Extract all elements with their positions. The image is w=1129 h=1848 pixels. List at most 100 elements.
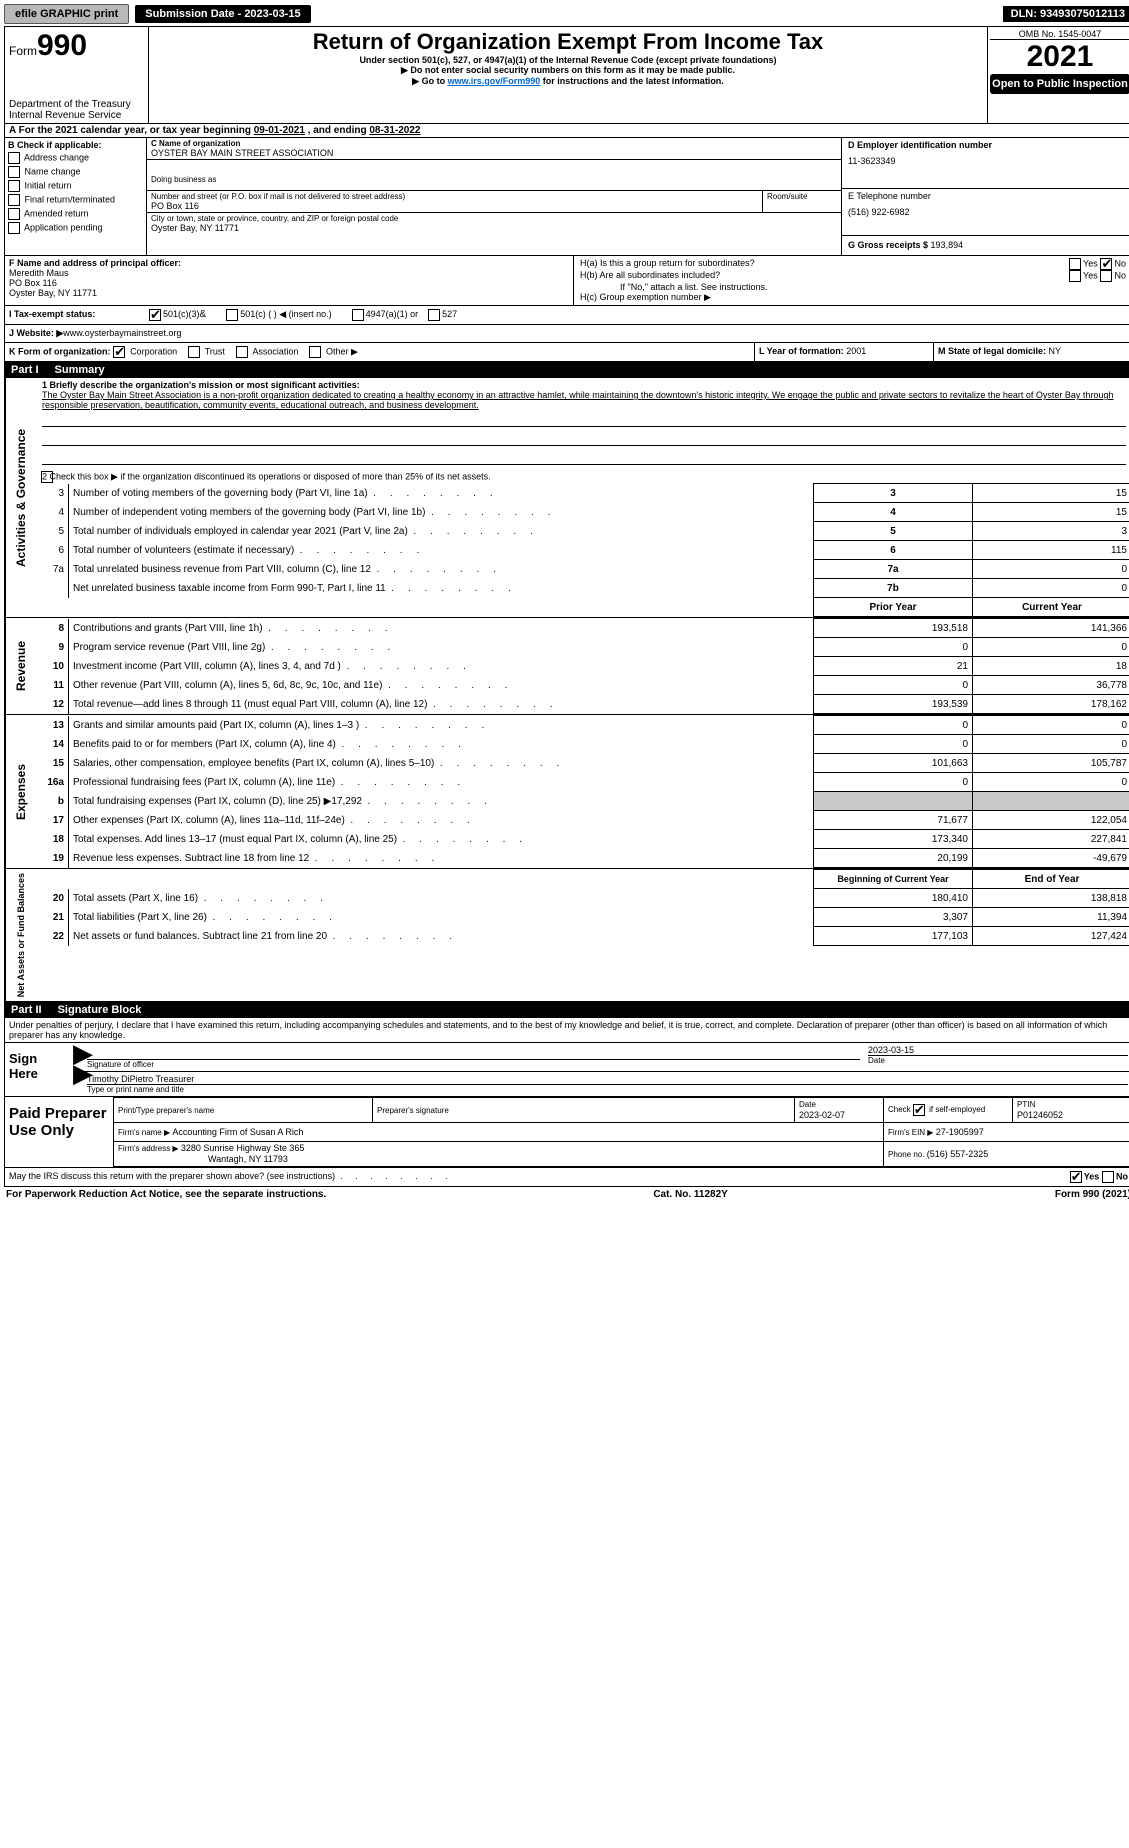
form-title: Return of Organization Exempt From Incom… [157,29,979,55]
k-opt4: Other ▶ [326,347,358,357]
discuss-yes-checkbox[interactable] [1070,1171,1082,1183]
k-opt1: Corporation [130,347,177,357]
officer-addr2: Oyster Bay, NY 11771 [9,288,569,298]
boxb-checkbox[interactable] [8,194,20,206]
efile-print-button[interactable]: efile GRAPHIC print [4,4,129,24]
exp-section: Expenses 13 Grants and similar amounts p… [5,715,1129,869]
prep-name-label: Print/Type preparer's name [118,1106,214,1115]
discuss-label: May the IRS discuss this return with the… [9,1171,1070,1183]
k-other-checkbox[interactable] [309,346,321,358]
no-label: No [1114,259,1126,269]
paid-preparer-label: Paid Preparer Use Only [5,1097,113,1167]
period-end: 08-31-2022 [369,125,420,136]
line2-checkbox[interactable] [41,471,53,483]
dba-label: Doing business as [151,175,837,184]
yes-label: Yes [1083,271,1098,281]
hb-yes-checkbox[interactable] [1069,270,1081,282]
period-begin: 09-01-2021 [254,125,305,136]
yes-label: Yes [1084,1172,1100,1182]
part2-num: Part II [11,1004,42,1016]
box-i: I Tax-exempt status: 501(c)(3) & 501(c) … [5,306,1129,325]
i-501c3-checkbox[interactable] [149,309,161,321]
period-label-a: A For the 2021 calendar year, or tax yea… [9,125,254,136]
part1-title: Summary [55,364,105,376]
preparer-table: Print/Type preparer's name Preparer's si… [113,1097,1129,1167]
city-value: Oyster Bay, NY 11771 [151,223,837,233]
irs-label: Internal Revenue Service [9,110,144,121]
net-table: Beginning of Current YearEnd of Year20 T… [36,869,1129,946]
firm-addr2: Wantagh, NY 11793 [208,1154,288,1164]
subtitle-2: ▶ Do not enter social security numbers o… [157,65,979,76]
form-number: 990 [37,29,87,62]
k-trust-checkbox[interactable] [188,346,200,358]
yes-label: Yes [1083,259,1098,269]
discuss-no-checkbox[interactable] [1102,1171,1114,1183]
part2-title: Signature Block [58,1004,142,1016]
box-d-label: D Employer identification number [848,140,1126,150]
dln-label: DLN: 93493075012113 [1003,6,1129,22]
org-name: OYSTER BAY MAIN STREET ASSOCIATION [151,148,837,158]
sign-here-block: Sign Here ▶▶ Signature of officer 2023-0… [5,1043,1129,1097]
i-4947-checkbox[interactable] [352,309,364,321]
top-bar: efile GRAPHIC print Submission Date - 20… [4,4,1129,24]
subtitle-3b: for instructions and the latest informat… [540,76,724,86]
i-opt3: 4947(a)(1) or [366,309,419,321]
firm-ein: 27-1905997 [936,1127,984,1137]
prep-date: 2023-02-07 [799,1110,845,1120]
box-k-label: K Form of organization: [9,347,111,357]
self-emp-checkbox[interactable] [913,1104,925,1116]
box-g-label: G Gross receipts $ [848,240,931,250]
self-emp-label: Check if self-employed [888,1105,985,1114]
h-note: If "No," attach a list. See instructions… [580,282,1126,292]
firm-name-label: Firm's name ▶ [118,1128,172,1137]
footer-right: Form 990 (2021) [1055,1189,1129,1200]
prep-sig-label: Preparer's signature [377,1106,449,1115]
ha-no-checkbox[interactable] [1100,258,1112,270]
street-value: PO Box 116 [151,201,758,211]
room-label: Room/suite [767,192,837,201]
line2-label: 2 Check this box ▶ if the organization d… [42,471,491,481]
boxb-checkbox[interactable] [8,208,20,220]
box-l-label: L Year of formation: [759,346,846,356]
submission-date-button[interactable]: Submission Date - 2023-03-15 [135,5,310,23]
hc-label: H(c) Group exemption number ▶ [580,292,1126,303]
omb-label: OMB No. 1545-0047 [990,29,1129,40]
i-opt1: 501(c)(3) [163,309,200,321]
penalty-text: Under penalties of perjury, I declare th… [5,1018,1129,1043]
rev-vlabel: Revenue [5,618,36,714]
ha-label: H(a) Is this a group return for subordin… [580,258,1069,270]
irs-link[interactable]: www.irs.gov/Form990 [448,76,541,86]
gov-vlabel: Activities & Governance [5,378,36,617]
ha-yes-checkbox[interactable] [1069,258,1081,270]
form-outer: Form990 Department of the Treasury Inter… [4,26,1129,1187]
i-527-checkbox[interactable] [428,309,440,321]
klm-block: K Form of organization: Corporation Trus… [5,343,1129,362]
paid-preparer-block: Paid Preparer Use Only Print/Type prepar… [5,1097,1129,1168]
box-f-label: F Name and address of principal officer: [9,258,569,268]
box-c: C Name of organization OYSTER BAY MAIN S… [147,138,842,255]
typed-name: Timothy DiPietro Treasurer [87,1074,1128,1085]
box-h: H(a) Is this a group return for subordin… [574,256,1129,305]
sign-here-label: Sign Here [5,1043,73,1096]
box-j-label: J Website: ▶ [9,328,63,339]
line1-label: 1 Briefly describe the organization's mi… [42,380,1126,390]
boxb-checkbox[interactable] [8,222,20,234]
period-mid: , and ending [308,125,370,136]
hb-no-checkbox[interactable] [1100,270,1112,282]
boxb-checkbox[interactable] [8,166,20,178]
no-label: No [1114,271,1126,281]
k-opt3: Association [252,347,298,357]
sig-date: 2023-03-15 [868,1045,1128,1055]
sign-arrow-icon: ▶▶ [73,1043,83,1096]
boxb-checkbox[interactable] [8,180,20,192]
box-b-label: B Check if applicable: [8,140,143,150]
mission-text: The Oyster Bay Main Street Association i… [42,390,1126,410]
k-corp-checkbox[interactable] [113,346,125,358]
boxb-checkbox[interactable] [8,152,20,164]
k-assoc-checkbox[interactable] [236,346,248,358]
website-value: www.oysterbaymainstreet.org [63,328,181,339]
dept-label: Department of the Treasury [9,99,144,110]
i-opt2: 501(c) ( ) ◀ (insert no.) [240,309,331,321]
i-501c-checkbox[interactable] [226,309,238,321]
exp-vlabel: Expenses [5,715,36,868]
